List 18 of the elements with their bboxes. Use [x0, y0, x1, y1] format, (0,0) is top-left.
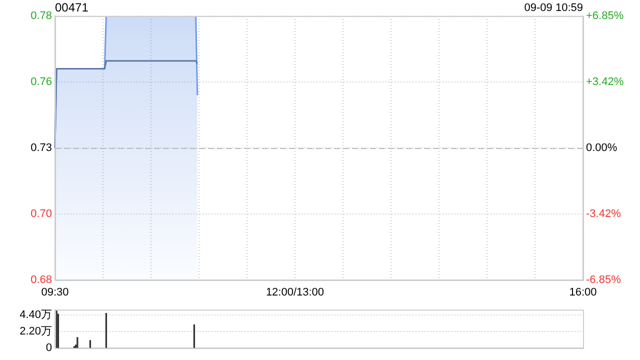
y-tick-label: 0 — [46, 342, 52, 354]
y-tick-label: 0.78 — [30, 10, 52, 22]
y-tick-label: 0.73 — [30, 142, 52, 154]
y2-tick-label: +6.85% — [586, 10, 624, 22]
y2-tick-label: -3.42% — [586, 208, 622, 220]
y-tick-label: 0.70 — [30, 208, 52, 220]
y-tick-label: 2.20万 — [20, 325, 52, 338]
text: 09-09 10:59 — [524, 2, 583, 14]
y-tick-label: 4.40万 — [20, 308, 52, 321]
y2-tick-label: 0.00% — [586, 142, 618, 154]
y2-tick-label: -6.85% — [586, 274, 622, 286]
chart-title: 00471 — [55, 0, 89, 14]
y-tick-label: 0.76 — [30, 76, 52, 88]
x-tick-label: 16:00 — [569, 286, 597, 299]
y2-tick-label: +3.42% — [586, 76, 624, 88]
x-tick-label: 12:00/13:00 — [266, 286, 324, 299]
y-tick-label: 0.68 — [30, 274, 52, 286]
x-tick-label: 09:30 — [41, 286, 69, 299]
